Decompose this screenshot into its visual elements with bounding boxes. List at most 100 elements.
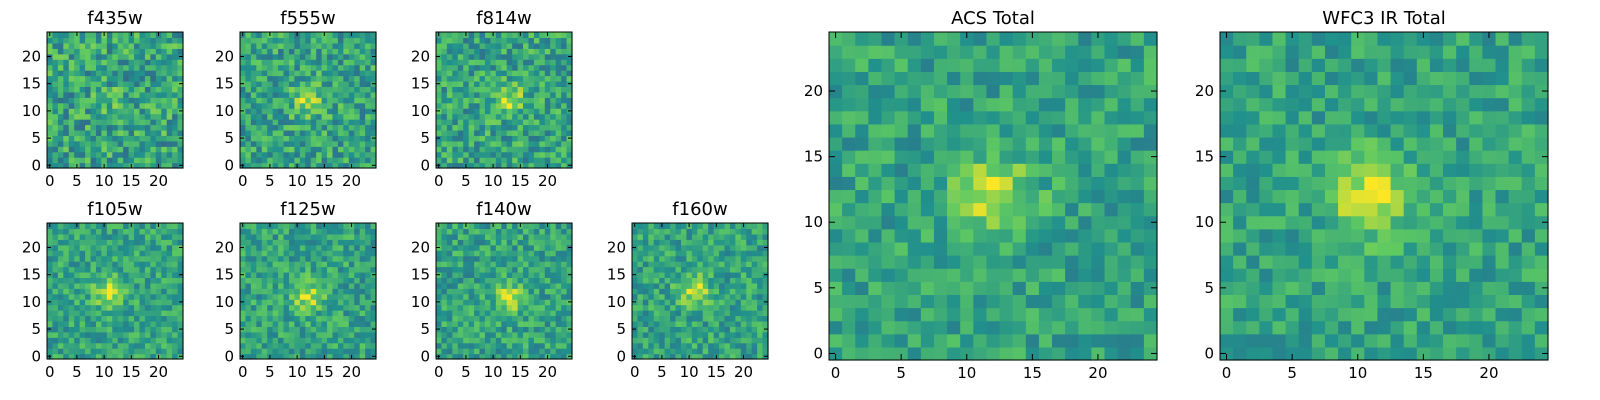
heatmap-cell xyxy=(354,97,361,104)
heatmap-cell xyxy=(316,261,323,268)
heatmap-cell xyxy=(686,337,693,344)
heatmap-cell xyxy=(457,129,464,136)
heatmap-cell xyxy=(359,124,366,131)
heatmap-cell xyxy=(632,293,639,300)
heatmap-cell xyxy=(348,37,355,44)
heatmap-cell xyxy=(550,233,557,240)
heatmap-cell xyxy=(332,304,339,311)
heatmap-cell xyxy=(101,239,108,246)
heatmap-cell xyxy=(533,315,540,322)
heatmap-cell xyxy=(740,250,747,257)
heatmap-cell xyxy=(278,353,285,360)
heatmap-cell xyxy=(63,59,70,66)
heatmap-cell xyxy=(106,337,113,344)
heatmap-cell xyxy=(155,151,162,158)
heatmap-cell xyxy=(501,320,508,327)
heatmap-cell xyxy=(441,42,448,49)
heatmap-cell xyxy=(337,261,344,268)
heatmap-cell xyxy=(95,271,102,278)
heatmap-cell xyxy=(278,80,285,87)
heatmap-cell xyxy=(463,70,470,77)
heatmap-cell xyxy=(637,271,644,278)
heatmap-cell xyxy=(495,108,502,115)
heatmap-cell xyxy=(305,304,312,311)
heatmap-cell xyxy=(305,151,312,158)
heatmap-cell xyxy=(332,353,339,360)
heatmap-cell xyxy=(161,108,168,115)
heatmap-cell xyxy=(637,250,644,257)
heatmap-cell xyxy=(299,233,306,240)
heatmap-cell xyxy=(506,304,513,311)
heatmap-cell xyxy=(1091,307,1106,322)
heatmap-cell xyxy=(539,228,546,235)
heatmap-cell xyxy=(751,223,758,230)
heatmap-cell xyxy=(881,333,896,348)
heatmap-cell xyxy=(539,32,546,39)
heatmap-cell xyxy=(986,333,1001,348)
heatmap-cell xyxy=(250,261,257,268)
heatmap-cell xyxy=(267,157,274,164)
heatmap-cell xyxy=(528,80,535,87)
heatmap-cell xyxy=(288,261,295,268)
heatmap-cell xyxy=(155,48,162,55)
heatmap-cell xyxy=(166,342,173,349)
heatmap-cell xyxy=(245,146,252,153)
heatmap-cell xyxy=(533,113,540,120)
heatmap-cell xyxy=(305,140,312,147)
y-tick-label: 5 xyxy=(420,129,430,147)
heatmap-cell xyxy=(261,304,268,311)
heatmap-cell xyxy=(642,233,649,240)
heatmap-cell xyxy=(757,331,764,338)
heatmap-cell xyxy=(288,255,295,262)
heatmap-cell xyxy=(332,310,339,317)
heatmap-cell xyxy=(566,337,573,344)
heatmap-cell xyxy=(441,239,448,246)
heatmap-cell xyxy=(52,337,59,344)
heatmap-cell xyxy=(632,342,639,349)
heatmap-cell xyxy=(365,64,372,71)
heatmap-cell xyxy=(354,48,361,55)
heatmap-cell xyxy=(123,293,130,300)
heatmap-cell xyxy=(90,119,97,126)
heatmap-cell xyxy=(177,277,184,284)
heatmap-cell xyxy=(299,97,306,104)
heatmap-cell xyxy=(123,331,130,338)
heatmap-cell xyxy=(436,64,443,71)
heatmap-cell xyxy=(112,233,119,240)
heatmap-cell xyxy=(177,223,184,230)
heatmap-cell xyxy=(713,348,720,355)
heatmap-cell xyxy=(359,42,366,49)
heatmap-cell xyxy=(343,310,350,317)
heatmap-cell xyxy=(501,331,508,338)
heatmap-cell xyxy=(161,97,168,104)
heatmap-cell xyxy=(868,176,883,191)
heatmap-cell xyxy=(123,288,130,295)
heatmap-cell xyxy=(670,337,677,344)
heatmap-cell xyxy=(528,228,535,235)
heatmap-cell xyxy=(868,202,883,217)
heatmap-cell xyxy=(457,64,464,71)
heatmap-cell xyxy=(177,288,184,295)
heatmap-cell xyxy=(294,304,301,311)
heatmap-cell xyxy=(708,310,715,317)
heatmap-cell xyxy=(1052,255,1066,269)
heatmap-cell xyxy=(474,223,481,230)
heatmap-cell xyxy=(479,157,486,164)
heatmap-cell xyxy=(101,59,108,66)
heatmap-cell xyxy=(686,288,693,295)
heatmap-cell xyxy=(441,353,448,360)
heatmap-cell xyxy=(702,299,709,306)
heatmap-cell xyxy=(172,293,179,300)
heatmap-cell xyxy=(288,129,295,136)
heatmap-cell xyxy=(359,304,366,311)
heatmap-cell xyxy=(316,124,323,131)
heatmap-cell xyxy=(881,241,896,256)
panel-title-f814w: f814w xyxy=(476,8,531,29)
heatmap-cell xyxy=(735,266,742,273)
heatmap-cell xyxy=(468,250,475,257)
heatmap-cell xyxy=(283,348,290,355)
heatmap-cell xyxy=(310,42,317,49)
heatmap-cell xyxy=(484,70,491,77)
heatmap-cell xyxy=(637,228,644,235)
heatmap-cell xyxy=(256,337,263,344)
